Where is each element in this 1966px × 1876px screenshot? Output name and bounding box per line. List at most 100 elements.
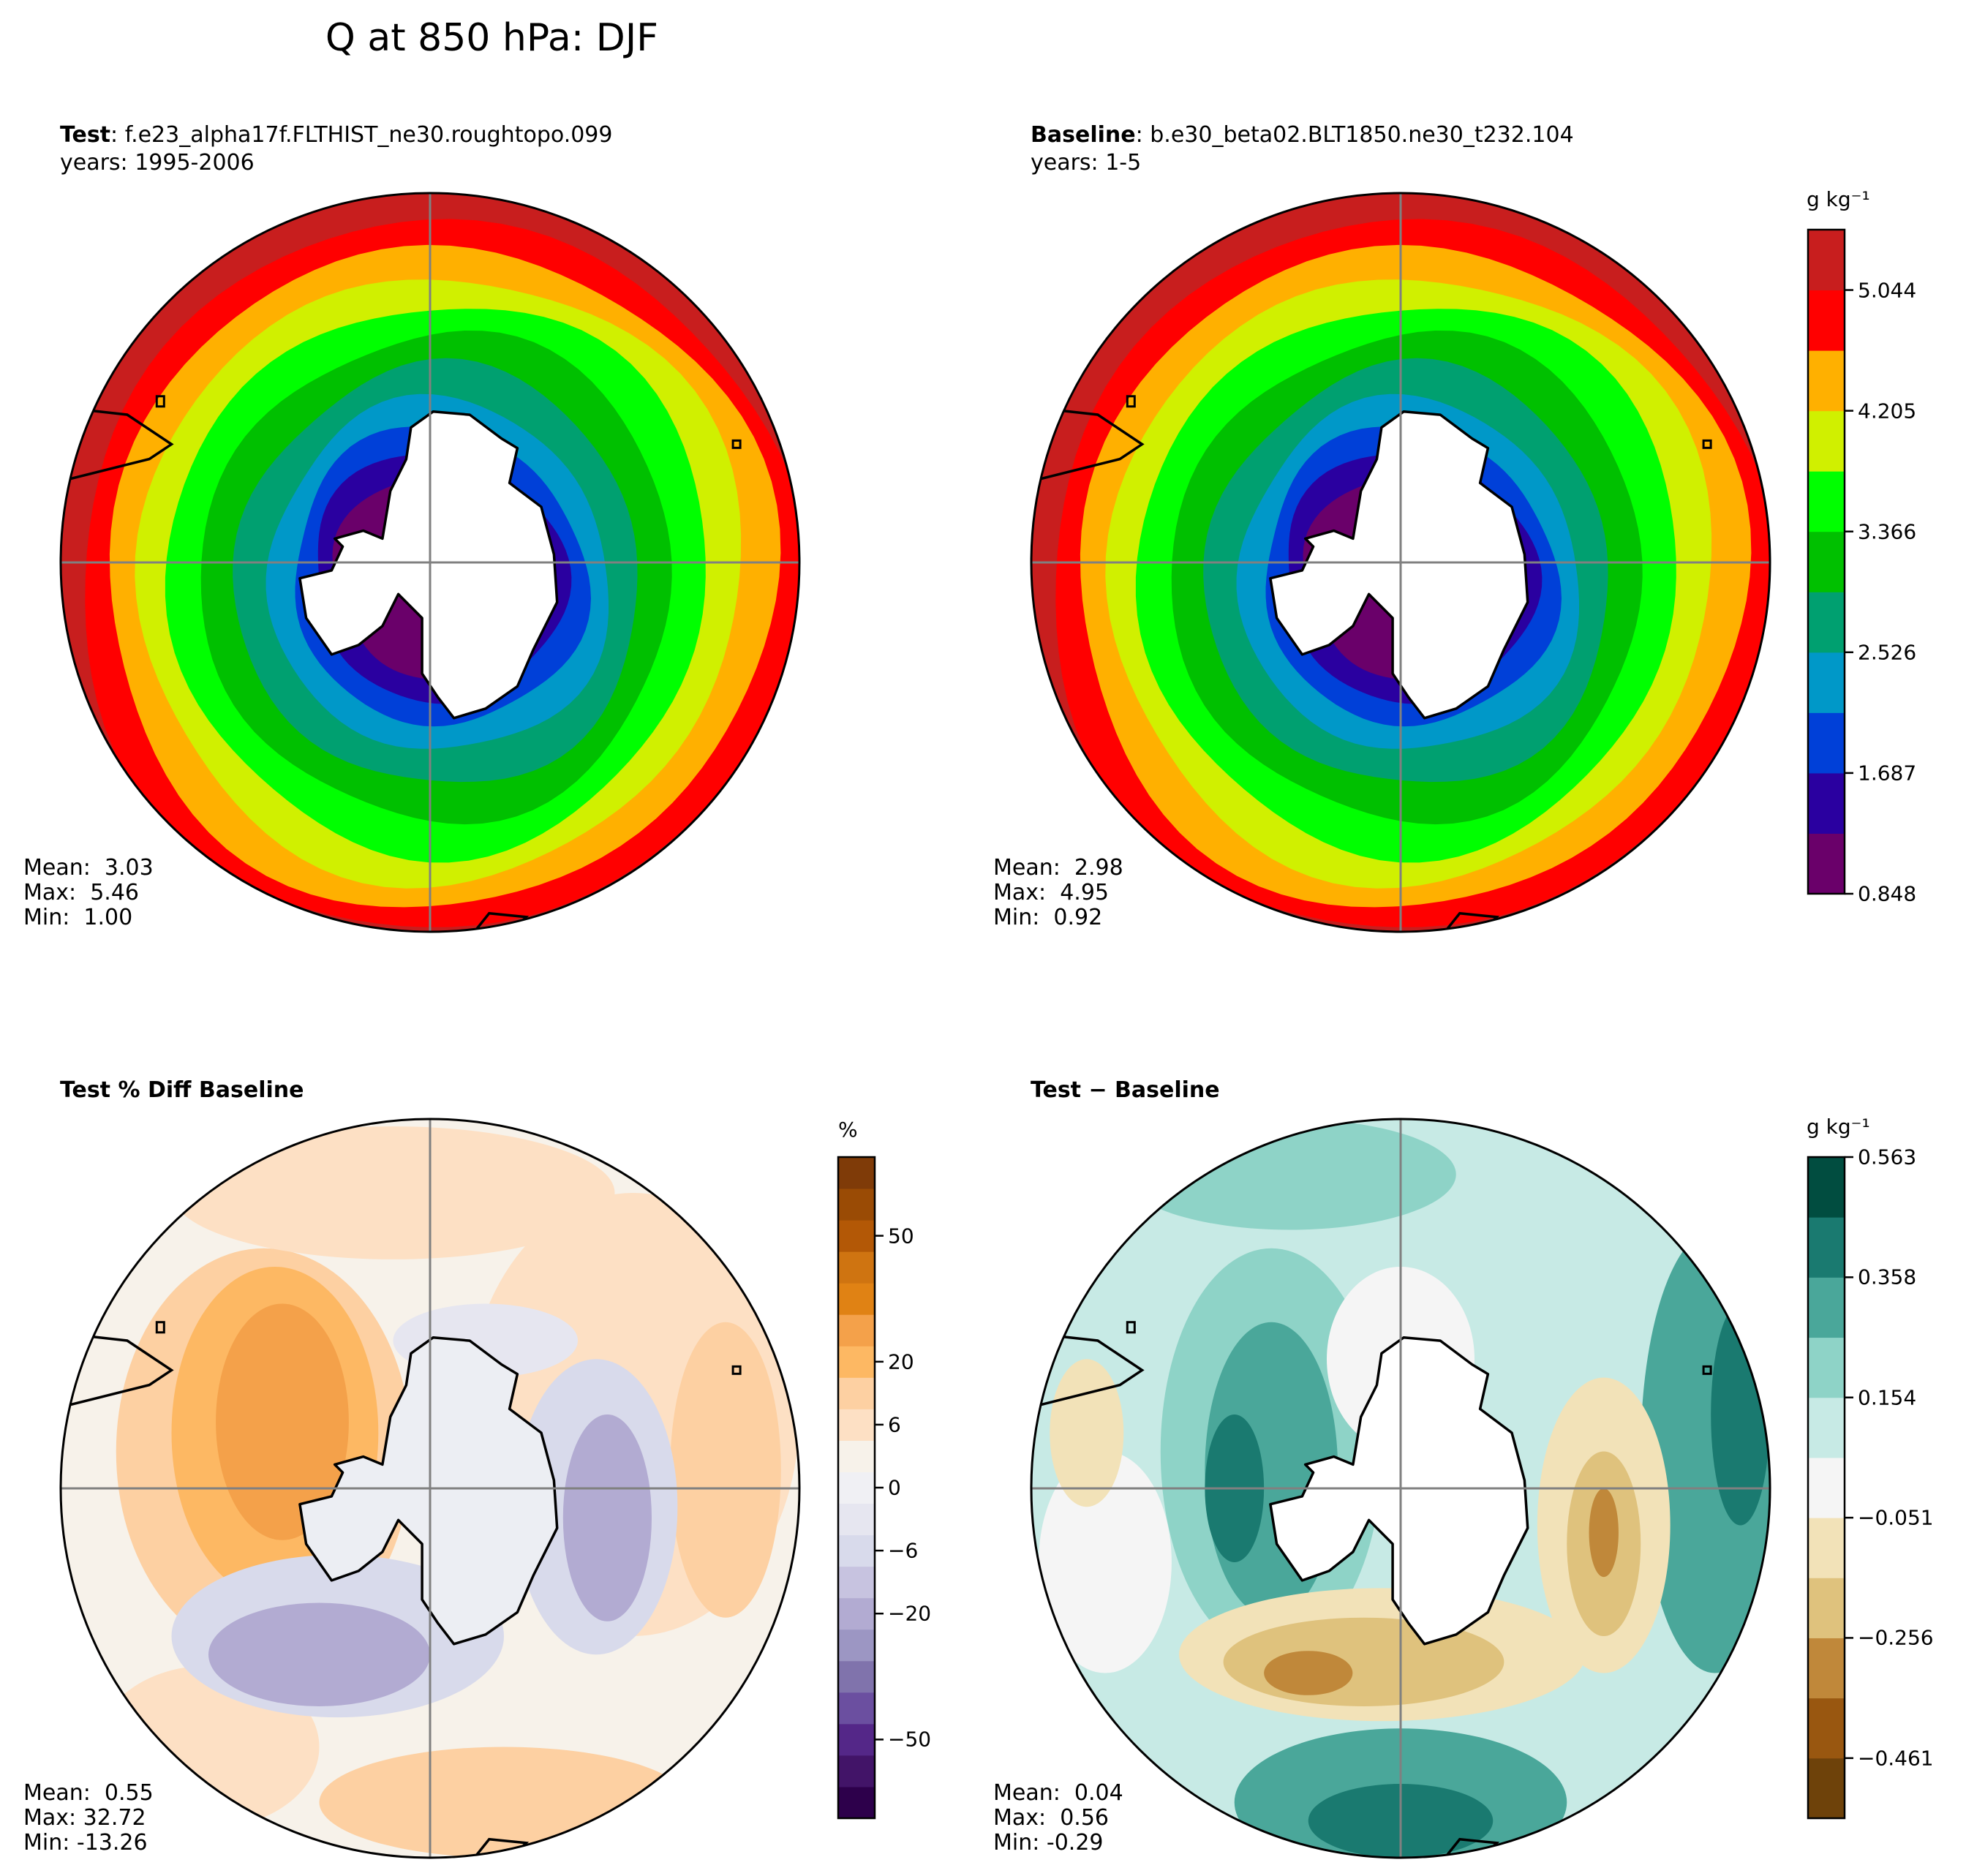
pct-colorbar-units: % [838, 1118, 858, 1142]
cb-q-frame [1807, 228, 1846, 895]
cb-q-tick-label: 2.526 [1858, 640, 1917, 665]
diff-contour-blob [1050, 1359, 1124, 1507]
baseline-south-america-coastline [1031, 406, 1145, 483]
pct-diff-south-america-coastline [61, 1332, 174, 1409]
cb-pct-tick-label: 50 [888, 1224, 914, 1248]
test-map-boundary [59, 192, 801, 933]
cb-diff-tick-label: −0.461 [1858, 1746, 1934, 1771]
cb-diff-segment [1808, 1758, 1845, 1819]
cb-q-tick-label: 5.044 [1858, 278, 1917, 303]
cb-pct-segment [838, 1314, 875, 1346]
cb-pct-tick-label: 20 [888, 1349, 914, 1374]
cb-pct-segment [838, 1755, 875, 1788]
cb-diff-tick-label: −0.051 [1858, 1505, 1934, 1530]
baseline-case-name: b.e30_beta02.BLT1850.ne30_t232.104 [1150, 122, 1574, 148]
cb-pct-segment [838, 1629, 875, 1662]
baseline-years: years: 1-5 [1031, 150, 1142, 176]
cb-pct-segment [838, 1346, 875, 1378]
cb-diff-segment [1808, 1518, 1845, 1578]
cb-pct-segment [838, 1188, 875, 1221]
cb-pct-segment [838, 1786, 875, 1819]
cb-pct-segment [838, 1251, 875, 1284]
cb-diff-tick-label: −0.256 [1858, 1625, 1934, 1650]
cb-diff-segment [1808, 1698, 1845, 1759]
cb-diff-frame [1807, 1156, 1846, 1820]
diff-min: Min: -0.29 [993, 1830, 1104, 1856]
cb-pct-tick-label: −50 [888, 1727, 932, 1752]
diff-filled-contours [1031, 1119, 1770, 1858]
test-stats: Mean: 3.03 Max: 5.46 Min: 1.00 [23, 856, 154, 930]
cb-diff-segment [1808, 1397, 1845, 1458]
q-colorbar [1807, 228, 1853, 895]
test-mean: Mean: 3.03 [23, 855, 154, 881]
test-max: Max: 5.46 [23, 880, 139, 905]
diff-south-america-coastline [1031, 1332, 1145, 1409]
diff-contour-blob [1711, 1303, 1770, 1526]
pct-contour-blob [208, 1602, 430, 1706]
figure-title: Q at 850 hPa: DJF [325, 16, 659, 60]
cb-q-segment [1808, 350, 1845, 412]
cb-q-tick-label: 0.848 [1858, 881, 1917, 906]
cb-q-tick-label: 4.205 [1858, 399, 1917, 423]
diff-colorbar [1807, 1156, 1853, 1820]
cb-pct-segment [838, 1283, 875, 1315]
pct-diff-antarctica-coastline [298, 1336, 559, 1646]
baseline-antarctica-coastline [1269, 410, 1529, 720]
pct-contour-blob [562, 1414, 652, 1621]
diff-contour-blob [1264, 1651, 1353, 1695]
cb-diff-segment [1808, 1277, 1845, 1338]
pct-diff-mean: Mean: 0.55 [23, 1780, 154, 1806]
pct-diff-max: Max: 32.72 [23, 1805, 146, 1831]
pct-diff-island [155, 1321, 165, 1334]
test-label: Test [60, 122, 111, 148]
cb-diff-segment [1808, 1638, 1845, 1699]
cb-q-tick-label: 3.366 [1858, 519, 1917, 544]
cb-q-segment [1808, 531, 1845, 592]
diff-island [1702, 1365, 1712, 1375]
pct-diff-panel-title: Test % Diff Baseline [60, 1077, 304, 1103]
cb-pct-tick-label: −20 [888, 1601, 932, 1626]
baseline-island [1702, 439, 1712, 449]
baseline-min: Min: 0.92 [993, 905, 1103, 930]
pct-diff-map-boundary [59, 1118, 801, 1859]
cb-pct-segment [838, 1597, 875, 1630]
cb-q-segment [1808, 592, 1845, 653]
test-min: Min: 1.00 [23, 905, 133, 930]
test-case-name: f.e23_alpha17f.FLTHIST_ne30.roughtopo.09… [124, 122, 613, 148]
cb-q-segment [1808, 230, 1845, 291]
baseline-map-boundary [1030, 192, 1771, 933]
baseline-stats: Mean: 2.98 Max: 4.95 Min: 0.92 [993, 856, 1123, 930]
cb-diff-segment [1808, 1337, 1845, 1398]
cb-q-segment [1808, 833, 1845, 894]
pct-contour-blob [216, 1303, 349, 1540]
diff-map-boundary [1030, 1118, 1771, 1859]
cb-pct-segment [838, 1472, 875, 1504]
cb-q-segment [1808, 471, 1845, 532]
diff-contour-blob [1589, 1488, 1619, 1578]
cb-diff-tick-label: 0.358 [1858, 1265, 1917, 1289]
cb-pct-segment [838, 1409, 875, 1441]
diff-antarctica-coastline [1269, 1336, 1529, 1646]
test-island [731, 439, 742, 449]
test-years: years: 1995-2006 [60, 150, 255, 176]
cb-pct-segment [838, 1660, 875, 1693]
q-colorbar-units: g kg⁻¹ [1807, 187, 1870, 211]
baseline-mean: Mean: 2.98 [993, 855, 1123, 881]
cb-pct-segment [838, 1377, 875, 1409]
baseline-label: Baseline [1031, 122, 1136, 148]
cb-q-segment [1808, 410, 1845, 472]
diff-mean: Mean: 0.04 [993, 1780, 1123, 1806]
test-antarctica-coastline [298, 410, 559, 720]
cb-diff-segment [1808, 1457, 1845, 1518]
cb-diff-segment [1808, 1157, 1845, 1218]
cb-q-segment [1808, 652, 1845, 713]
cb-pct-segment [838, 1157, 875, 1189]
cb-q-segment [1808, 290, 1845, 351]
pct-diff-min: Min: -13.26 [23, 1830, 148, 1856]
cb-q-segment [1808, 772, 1845, 834]
cb-pct-tick-label: 6 [888, 1412, 901, 1437]
